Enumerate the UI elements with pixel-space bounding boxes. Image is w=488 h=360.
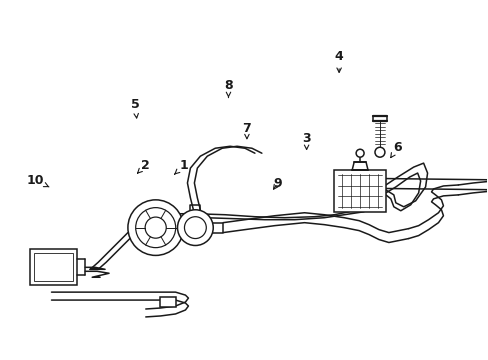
Circle shape bbox=[128, 200, 183, 255]
Text: 1: 1 bbox=[174, 159, 188, 174]
Circle shape bbox=[184, 217, 206, 239]
Circle shape bbox=[135, 208, 175, 248]
Text: 9: 9 bbox=[273, 177, 281, 190]
Circle shape bbox=[374, 147, 384, 157]
Text: 5: 5 bbox=[131, 99, 140, 118]
Text: 2: 2 bbox=[137, 159, 149, 173]
Circle shape bbox=[145, 217, 166, 238]
Bar bbox=[30, 249, 77, 285]
Circle shape bbox=[177, 210, 213, 246]
Text: 3: 3 bbox=[302, 132, 310, 149]
Text: 7: 7 bbox=[242, 122, 251, 139]
Bar bbox=[334, 170, 385, 212]
Circle shape bbox=[355, 149, 364, 157]
Text: 6: 6 bbox=[390, 141, 401, 158]
Bar bbox=[34, 253, 73, 281]
Text: 8: 8 bbox=[224, 79, 232, 98]
Text: 4: 4 bbox=[334, 50, 343, 72]
Bar bbox=[160, 297, 175, 307]
Text: 10: 10 bbox=[26, 174, 49, 187]
